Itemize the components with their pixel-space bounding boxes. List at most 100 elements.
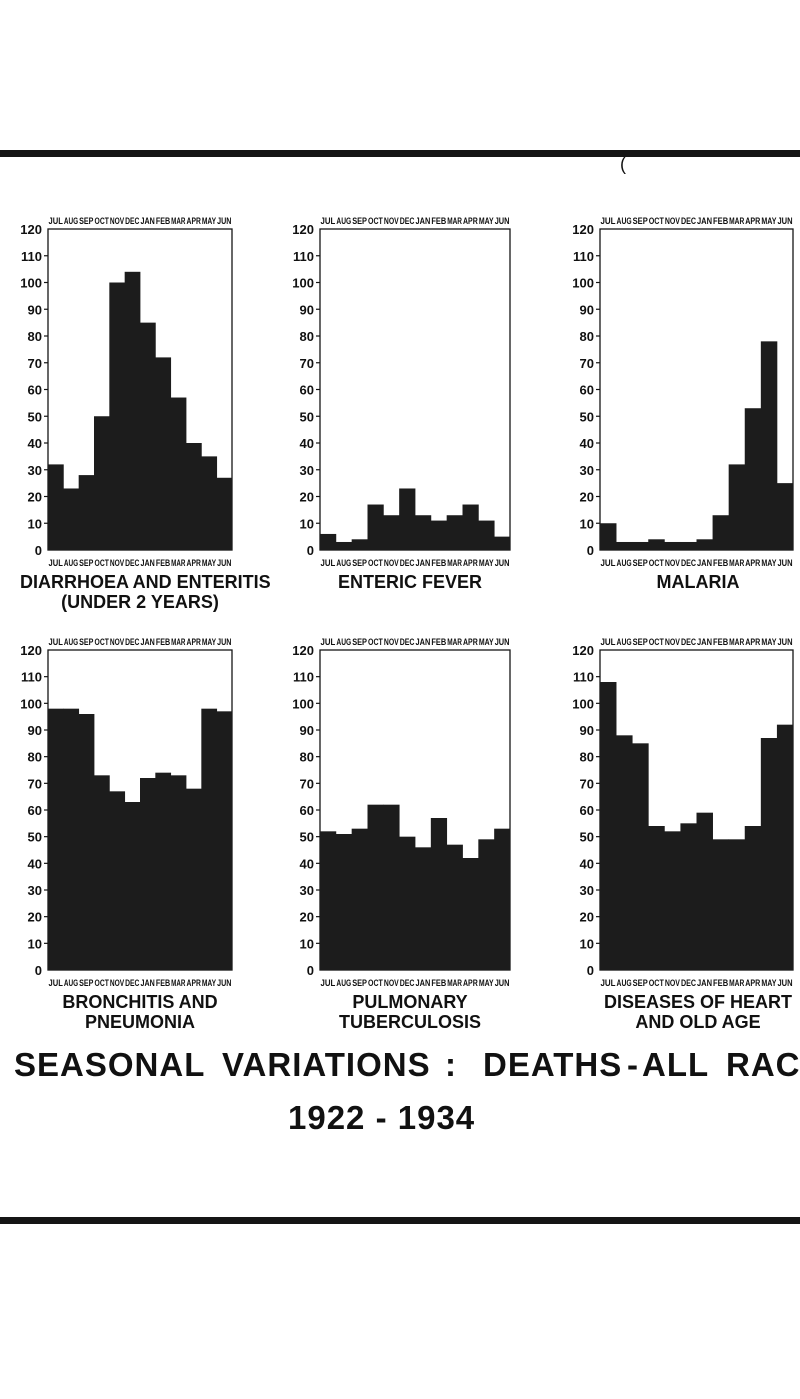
bar-diarrhoea-dec	[124, 271, 141, 550]
title-colon: :	[445, 1046, 457, 1083]
bar-diarrhoea-sep	[78, 475, 95, 550]
bar-enteric-jun	[494, 536, 511, 551]
month-label-bottom-bronchitis-mar: MAR	[171, 978, 185, 989]
month-label-top-diarrhoea-sep: SEP	[79, 216, 94, 227]
month-label-bottom-heart-sep: SEP	[633, 978, 649, 989]
y-tick-label-malaria-70: 70	[580, 356, 594, 371]
month-label-bottom-tuberculosis-aug: AUG	[336, 978, 351, 989]
bar-malaria-dec	[680, 541, 697, 550]
y-tick-label-malaria-20: 20	[580, 490, 594, 505]
bar-diarrhoea-jan	[140, 322, 156, 551]
bar-tuberculosis-may	[478, 839, 495, 970]
caption-tuberculosis: PULMONARY TUBERCULOSIS	[338, 992, 481, 1032]
y-tick-label-heart-0: 0	[587, 963, 594, 978]
month-label-top-malaria-dec: DEC	[681, 216, 696, 227]
month-label-top-enteric-jul: JUL	[321, 216, 336, 227]
month-label-bottom-diarrhoea-oct: OCT	[95, 558, 109, 569]
bar-enteric-sep	[351, 539, 368, 550]
bar-malaria-may	[760, 341, 778, 550]
bar-tuberculosis-aug	[335, 834, 353, 970]
y-tick-label-diarrhoea-50: 50	[28, 409, 42, 424]
bar-bronchitis-oct	[94, 775, 110, 970]
y-tick-label-diarrhoea-100: 100	[20, 276, 42, 291]
bar-tuberculosis-apr	[462, 858, 479, 970]
month-label-top-enteric-oct: OCT	[368, 216, 383, 227]
y-tick-label-diarrhoea-20: 20	[28, 490, 42, 505]
month-label-bottom-heart-dec: DEC	[681, 978, 696, 989]
y-tick-label-enteric-10: 10	[300, 516, 314, 531]
y-tick-label-tuberculosis-110: 110	[293, 670, 314, 685]
month-label-bottom-malaria-may: MAY	[761, 558, 777, 569]
month-label-bottom-diarrhoea-dec: DEC	[125, 558, 139, 569]
y-tick-label-diarrhoea-90: 90	[28, 302, 42, 317]
y-tick-label-enteric-110: 110	[293, 249, 314, 264]
y-tick-label-bronchitis-90: 90	[28, 723, 42, 738]
caption-bronchitis: BRONCHITIS AND PNEUMONIA	[62, 992, 218, 1032]
month-label-bottom-heart-nov: NOV	[665, 978, 681, 989]
month-label-top-diarrhoea-mar: MAR	[171, 216, 185, 227]
bar-bronchitis-dec	[124, 802, 141, 970]
bar-malaria-sep	[632, 541, 649, 550]
month-label-bottom-heart-feb: FEB	[713, 978, 728, 989]
month-label-top-heart-nov: NOV	[665, 637, 681, 648]
month-label-bottom-bronchitis-apr: APR	[187, 978, 201, 989]
month-label-bottom-malaria-aug: AUG	[617, 558, 632, 569]
y-tick-label-malaria-50: 50	[580, 409, 594, 424]
title-dash: -	[627, 1046, 639, 1083]
y-tick-label-tuberculosis-30: 30	[300, 883, 314, 898]
month-label-bottom-malaria-nov: NOV	[665, 558, 681, 569]
y-tick-label-enteric-50: 50	[300, 409, 314, 424]
bar-heart-dec	[680, 823, 697, 970]
bar-diarrhoea-apr	[186, 443, 202, 550]
month-label-bottom-heart-mar: MAR	[729, 978, 744, 989]
bar-diarrhoea-aug	[63, 488, 80, 550]
y-tick-label-tuberculosis-20: 20	[300, 910, 314, 925]
bar-enteric-nov	[383, 515, 400, 550]
y-tick-label-diarrhoea-0: 0	[35, 543, 42, 558]
bar-enteric-apr	[462, 504, 479, 550]
y-tick-label-bronchitis-0: 0	[35, 963, 42, 978]
stray-mark: (	[620, 154, 626, 174]
month-label-top-malaria-mar: MAR	[729, 216, 744, 227]
month-label-top-tuberculosis-jun: JUN	[495, 637, 510, 648]
y-tick-label-heart-40: 40	[580, 856, 594, 871]
month-label-bottom-tuberculosis-mar: MAR	[447, 978, 462, 989]
month-label-top-diarrhoea-nov: NOV	[110, 216, 125, 227]
month-label-bottom-heart-oct: OCT	[649, 978, 664, 989]
y-tick-label-enteric-60: 60	[300, 383, 314, 398]
month-label-top-tuberculosis-apr: APR	[463, 637, 478, 648]
bar-heart-jul	[600, 682, 617, 970]
bar-tuberculosis-nov	[383, 804, 400, 970]
y-tick-label-bronchitis-80: 80	[28, 750, 42, 765]
caption-heart: DISEASES OF HEART AND OLD AGE	[603, 992, 793, 1032]
y-tick-label-heart-30: 30	[580, 883, 594, 898]
y-tick-label-malaria-30: 30	[580, 463, 594, 478]
bar-malaria-aug	[616, 541, 633, 550]
bar-heart-apr	[744, 826, 762, 970]
bar-bronchitis-feb	[155, 772, 172, 970]
month-label-bottom-diarrhoea-apr: APR	[187, 558, 201, 569]
bar-enteric-jan	[415, 515, 432, 550]
bar-tuberculosis-feb	[430, 818, 448, 970]
y-tick-label-bronchitis-10: 10	[28, 936, 42, 951]
bar-enteric-mar	[446, 515, 463, 550]
month-label-bottom-diarrhoea-nov: NOV	[110, 558, 125, 569]
month-label-bottom-heart-aug: AUG	[617, 978, 632, 989]
title-word-race: RACE	[726, 1046, 800, 1083]
bar-diarrhoea-feb	[155, 357, 172, 550]
bar-heart-feb	[712, 839, 730, 970]
month-label-top-enteric-sep: SEP	[352, 216, 367, 227]
month-label-top-diarrhoea-apr: APR	[187, 216, 201, 227]
y-tick-label-diarrhoea-70: 70	[28, 356, 42, 371]
y-tick-label-enteric-40: 40	[300, 436, 314, 451]
chart-tuberculosis: 0102030405060708090100110120JULJULAUGAUG…	[292, 637, 511, 989]
month-label-bottom-enteric-aug: AUG	[336, 558, 351, 569]
month-label-top-enteric-mar: MAR	[447, 216, 462, 227]
month-label-top-enteric-nov: NOV	[384, 216, 399, 227]
month-label-bottom-malaria-jun: JUN	[777, 558, 792, 569]
y-tick-label-heart-70: 70	[580, 776, 594, 791]
month-label-top-enteric-aug: AUG	[336, 216, 351, 227]
y-tick-label-enteric-0: 0	[307, 543, 314, 558]
chart-bronchitis: 0102030405060708090100110120JULJULAUGAUG…	[20, 637, 233, 989]
